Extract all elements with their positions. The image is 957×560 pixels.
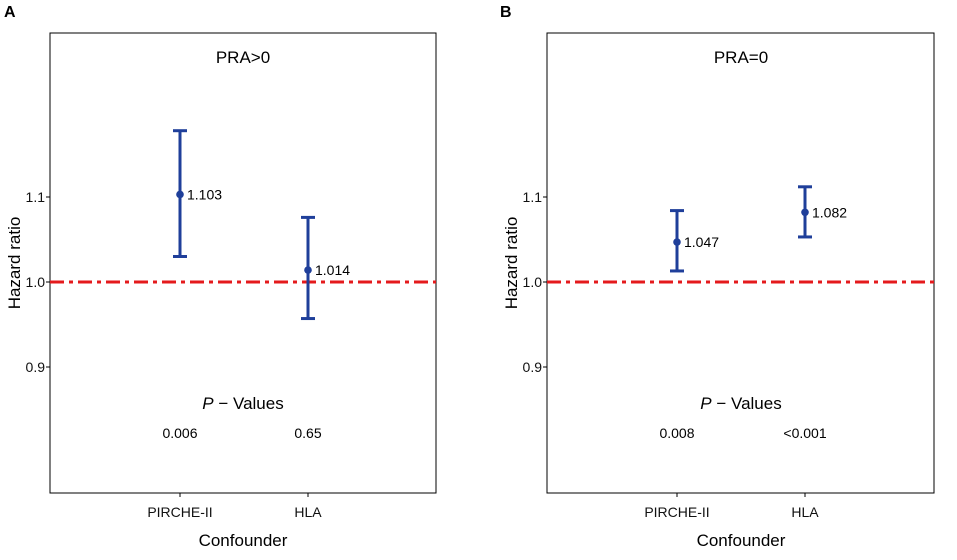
panel-b-point-1 bbox=[673, 238, 681, 246]
panel-b-y-tick-label: 0.9 bbox=[523, 359, 543, 375]
panel-b-pvalue-1: 0.008 bbox=[659, 425, 694, 441]
panel-b-pvalue-header-italic: P bbox=[700, 394, 712, 413]
panel-b-y-tick-label: 1.1 bbox=[523, 189, 543, 205]
panel-b-point-2 bbox=[801, 208, 809, 217]
panel-a: A PRA>0 Confounder Hazard ratio P − Valu… bbox=[4, 4, 437, 550]
panel-a-pvalue-2: 0.65 bbox=[294, 425, 321, 441]
panel-b-x-tick-label: HLA bbox=[791, 504, 819, 520]
panel-a-data-label-1: 1.103 bbox=[187, 186, 222, 202]
panel-b-y-axis-title: Hazard ratio bbox=[502, 217, 521, 310]
panel-a-chart-marks: 0.9 1.0 1.1 PIRCHE-II 1.103 0.006 HLA 1.014 0.65 bbox=[26, 129, 436, 520]
panel-a-letter: A bbox=[4, 4, 16, 21]
panel-b-title: PRA=0 bbox=[714, 48, 768, 67]
panel-a-y-tick-label: 0.9 bbox=[26, 359, 46, 375]
panel-a-x-tick-label: HLA bbox=[294, 504, 322, 520]
panel-a-y-tick-label: 1.1 bbox=[26, 189, 46, 205]
panel-b-data-label-1: 1.047 bbox=[684, 234, 719, 250]
panel-a-point-2 bbox=[304, 266, 312, 274]
panel-b-x-axis-title: Confounder bbox=[697, 531, 786, 550]
panel-a-y-tick-label: 1.0 bbox=[26, 274, 46, 290]
panel-a-pvalue-1: 0.006 bbox=[162, 425, 197, 441]
panel-a-title: PRA>0 bbox=[216, 48, 270, 67]
panel-a-point-1 bbox=[176, 190, 184, 199]
panel-a-x-axis-title: Confounder bbox=[199, 531, 288, 550]
panel-a-y-axis-title: Hazard ratio bbox=[5, 217, 24, 310]
panel-b-pvalue-header: P − Values bbox=[700, 394, 781, 413]
panel-b-letter: B bbox=[500, 4, 512, 21]
panel-b-pvalue-2: <0.001 bbox=[783, 425, 826, 441]
panel-b-chart-marks: 0.9 1.0 1.1 PIRCHE-II 1.047 0.008 HLA 1.082 <0.0… bbox=[523, 185, 934, 520]
panel-b-plot-border bbox=[546, 32, 935, 494]
panel-b-data-label-2: 1.082 bbox=[812, 204, 847, 220]
panel-a-pvalue-header-text: − Values bbox=[214, 394, 284, 413]
panel-b-pvalue-header-text: − Values bbox=[712, 394, 782, 413]
panel-a-pvalue-header: P − Values bbox=[202, 394, 283, 413]
panel-b-x-tick-label: PIRCHE-II bbox=[644, 504, 709, 520]
panel-a-pvalue-header-italic: P bbox=[202, 394, 214, 413]
panel-b: B PRA=0 Confounder Hazard ratio P − Valu… bbox=[500, 4, 935, 550]
panel-b-y-tick-label: 1.0 bbox=[523, 274, 543, 290]
panel-a-plot-border bbox=[49, 32, 437, 494]
panel-a-data-label-2: 1.014 bbox=[315, 262, 350, 278]
panel-a-x-tick-label: PIRCHE-II bbox=[147, 504, 212, 520]
